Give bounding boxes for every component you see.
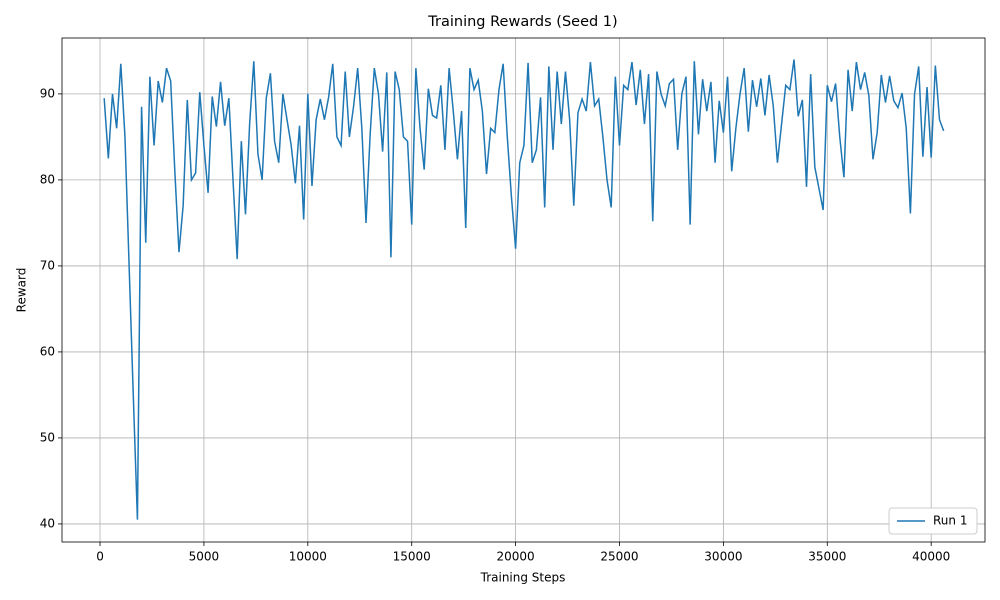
x-tick-label: 20000 bbox=[497, 550, 535, 564]
y-tick-label: 60 bbox=[40, 344, 55, 358]
plot-frame bbox=[61, 37, 986, 543]
x-tick-label: 30000 bbox=[704, 550, 742, 564]
x-axis-label: Training Steps bbox=[480, 571, 566, 585]
x-tick-label: 0 bbox=[96, 550, 104, 564]
x-tick-label: 25000 bbox=[600, 550, 638, 564]
x-tick-label: 15000 bbox=[393, 550, 431, 564]
y-tick-label: 90 bbox=[40, 86, 55, 100]
y-tick-label: 70 bbox=[40, 258, 55, 272]
x-tick-label: 5000 bbox=[189, 550, 220, 564]
legend-box bbox=[888, 507, 978, 535]
x-tick-label: 35000 bbox=[808, 550, 846, 564]
line-series bbox=[103, 59, 945, 520]
y-tick-label: 50 bbox=[40, 430, 55, 444]
x-tick-label: 10000 bbox=[289, 550, 327, 564]
y-tick-label: 80 bbox=[40, 172, 55, 186]
legend-label: Run 1 bbox=[933, 514, 967, 528]
chart-title: Training Rewards (Seed 1) bbox=[427, 14, 617, 30]
x-tick-label: 40000 bbox=[912, 550, 950, 564]
y-axis-label: Reward bbox=[15, 268, 29, 313]
y-tick-label: 40 bbox=[40, 516, 55, 530]
